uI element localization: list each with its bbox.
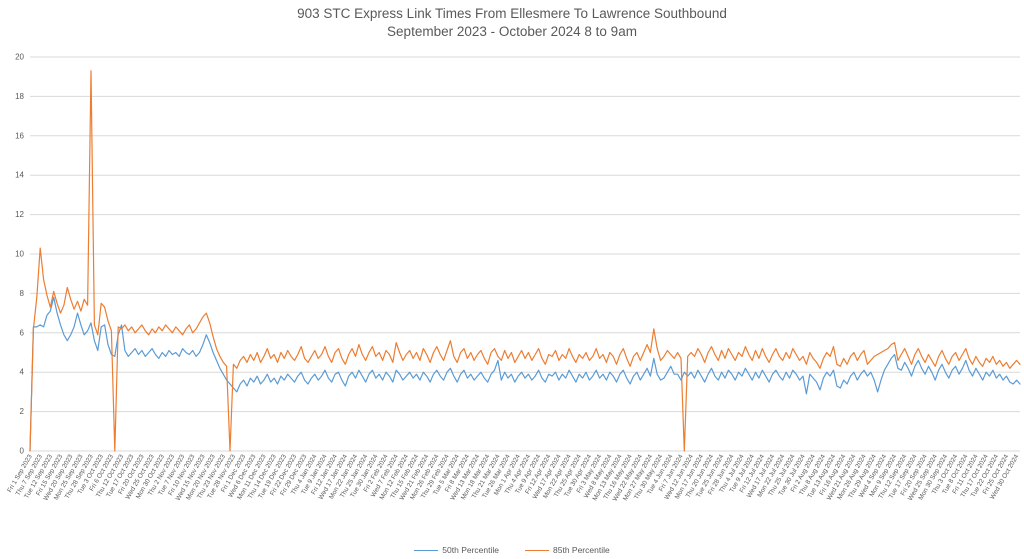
y-tick-label: 18: [15, 92, 24, 101]
series-line-50th-percentile: [29, 296, 1021, 452]
y-axis-tick-labels: 0 2 4 6 8 10 12 14 16 18 20: [15, 53, 24, 456]
legend-line-swatch-85th: [525, 549, 549, 551]
y-tick-label: 16: [15, 131, 24, 140]
chart-title-line2: September 2023 - October 2024 8 to 9am: [387, 24, 637, 39]
y-tick-label: 0: [20, 447, 25, 456]
y-tick-label: 8: [20, 289, 25, 298]
legend-item-50th-percentile: 50th Percentile: [414, 545, 499, 555]
data-series-lines: [29, 70, 1021, 452]
y-tick-label: 12: [15, 210, 24, 219]
legend-label-85th: 85th Percentile: [553, 545, 610, 555]
y-tick-label: 10: [15, 250, 24, 259]
y-tick-label: 14: [15, 171, 24, 180]
chart-legend: 50th Percentile 85th Percentile: [0, 545, 1024, 555]
series-line-85th-percentile: [29, 70, 1021, 452]
y-tick-label: 2: [20, 407, 25, 416]
y-tick-label: 4: [20, 368, 25, 377]
chart-title: 903 STC Express Link Times From Ellesmer…: [0, 5, 1024, 41]
y-tick-label: 6: [20, 328, 25, 337]
y-tick-label: 20: [15, 53, 24, 62]
legend-label-50th: 50th Percentile: [442, 545, 499, 555]
gridlines: [30, 56, 1020, 452]
legend-item-85th-percentile: 85th Percentile: [525, 545, 610, 555]
legend-line-swatch-50th: [414, 549, 439, 551]
chart-title-line1: 903 STC Express Link Times From Ellesmer…: [297, 6, 727, 21]
